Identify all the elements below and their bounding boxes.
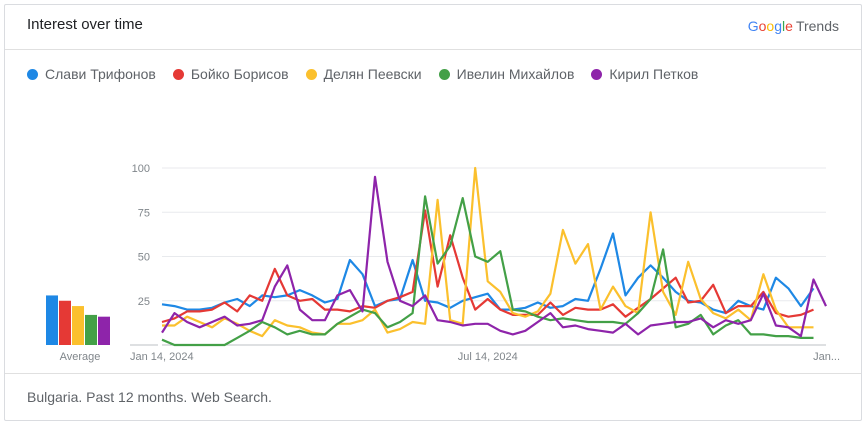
card-header: Interest over time Google Trends xyxy=(5,5,861,50)
legend-label: Делян Пеевски xyxy=(323,66,422,82)
legend-item[interactable]: Ивелин Михайлов xyxy=(438,66,575,82)
x-tick-label: Jul 14, 2024 xyxy=(458,351,518,363)
y-tick-label: 100 xyxy=(132,163,150,175)
logo-letter: l xyxy=(782,18,786,34)
average-label: Average xyxy=(60,351,101,363)
series-line xyxy=(161,175,827,338)
y-tick-label: 25 xyxy=(138,296,150,308)
average-bar xyxy=(72,306,84,345)
logo-letter: g xyxy=(774,18,783,34)
average-bar xyxy=(85,314,97,345)
logo-letter: o xyxy=(766,18,775,34)
logo-letter: o xyxy=(758,18,767,34)
legend-item[interactable]: Слави Трифонов xyxy=(27,66,156,82)
series-line xyxy=(161,195,814,347)
footer-text: Bulgaria. Past 12 months. Web Search. xyxy=(27,389,272,405)
legend-dot xyxy=(438,68,450,80)
average-bar xyxy=(46,295,58,345)
legend-label: Ивелин Михайлов xyxy=(456,66,575,82)
logo-letter: G xyxy=(747,18,759,34)
legend-dot xyxy=(27,68,38,80)
y-tick-label: 50 xyxy=(138,252,150,264)
y-tick-label: 75 xyxy=(138,207,150,219)
google-trends-logo: Google Trends xyxy=(748,18,839,34)
legend-label: Слави Трифонов xyxy=(45,66,156,82)
legend-label: Кирил Петков xyxy=(609,66,699,82)
logo-trends-word: Trends xyxy=(795,18,839,34)
series-line xyxy=(161,209,814,324)
logo-letter: e xyxy=(785,18,793,34)
average-bar xyxy=(98,316,110,345)
legend-item[interactable]: Делян Пеевски xyxy=(305,66,422,82)
legend-dot xyxy=(305,68,317,80)
legend-dot xyxy=(591,68,603,80)
x-tick-label: Jan... xyxy=(813,351,840,363)
card-title: Interest over time xyxy=(27,16,143,33)
legend-item[interactable]: Бойко Борисов xyxy=(172,66,289,82)
legend-label: Бойко Борисов xyxy=(190,66,289,82)
chart-legend: Слави Трифонов Бойко Борисов Делян Пеевс… xyxy=(27,66,698,82)
legend-item[interactable]: Кирил Петков xyxy=(591,66,698,82)
legend-dot xyxy=(172,68,184,80)
average-bar xyxy=(59,300,71,345)
x-tick-label: Jan 14, 2024 xyxy=(130,351,194,363)
card-footer: Bulgaria. Past 12 months. Web Search. xyxy=(5,373,861,420)
